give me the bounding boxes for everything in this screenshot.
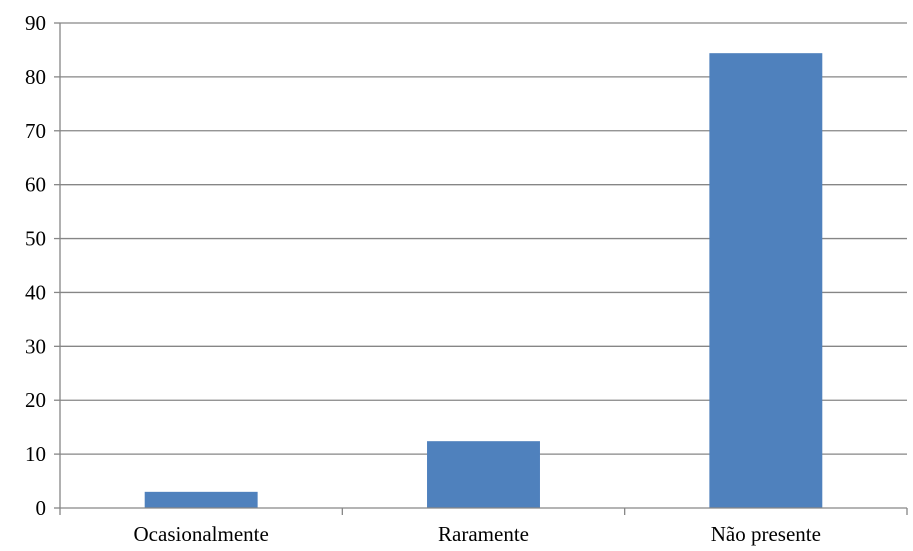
bar-raramente <box>427 441 540 508</box>
y-tick-label: 70 <box>25 119 46 143</box>
y-tick-label: 50 <box>25 227 46 251</box>
y-tick-label: 40 <box>25 280 46 304</box>
bar-n-o-presente <box>709 53 823 509</box>
y-tick-label: 80 <box>25 65 46 89</box>
x-tick-label: Ocasionalmente <box>134 522 269 546</box>
axes <box>54 22 908 515</box>
y-tick-label: 10 <box>25 442 46 466</box>
y-tick-label: 60 <box>25 173 46 197</box>
y-tick-label: 0 <box>36 496 47 520</box>
x-tick-label: Raramente <box>438 522 529 546</box>
y-tick-label: 30 <box>25 334 46 358</box>
bars <box>144 53 823 509</box>
x-tick-labels: Ocasionalmente Raramente Não presente <box>134 522 821 546</box>
y-tick-labels: 0 10 20 30 40 50 60 70 80 90 <box>25 11 46 520</box>
y-tick-label: 20 <box>25 388 46 412</box>
y-tick-label: 90 <box>25 11 46 35</box>
bar-ocasionalmente <box>144 491 258 508</box>
gridlines <box>60 22 907 455</box>
x-tick-label: Não presente <box>711 522 821 546</box>
